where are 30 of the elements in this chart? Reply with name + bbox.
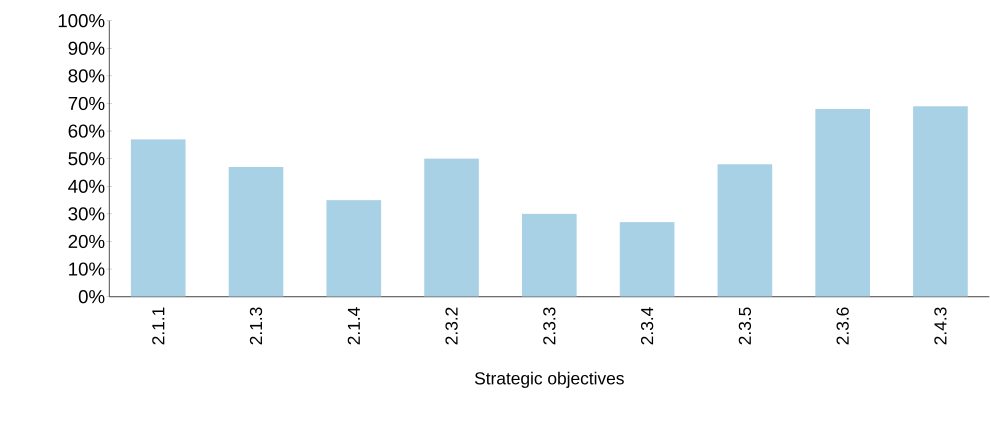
bar [228, 166, 284, 297]
y-tick-label: 10% [69, 262, 104, 276]
y-tick-label: 40% [68, 180, 104, 193]
x-tick-label: 2.3.2 [445, 308, 458, 344]
y-tick-label: 90% [68, 42, 104, 55]
x-tick-label: 2.4.3 [934, 307, 947, 344]
bar [130, 139, 186, 297]
y-tick-label: 30% [68, 207, 104, 220]
bar [718, 164, 772, 297]
y-tick-label: 70% [68, 96, 104, 110]
x-tick-label: 2.1.4 [348, 307, 360, 344]
y-tick-label: 20% [68, 234, 104, 248]
y-tick-label: 50% [68, 152, 104, 166]
bar [522, 214, 577, 297]
bar [913, 106, 968, 297]
bar [620, 222, 674, 297]
y-tick-label: 100% [58, 14, 104, 28]
x-tick-label: 2.1.3 [250, 307, 262, 344]
x-tick-label: 2.3.4 [640, 307, 654, 344]
y-tick-label: 80% [68, 69, 104, 82]
y-tick-label: 60% [68, 124, 104, 138]
x-tick-label: 2.3.6 [836, 307, 849, 344]
x-axis-title: Strategic objectives [474, 372, 624, 388]
x-tick-label: 2.3.5 [738, 307, 752, 344]
y-tick-label: 0% [78, 290, 104, 304]
bar [815, 108, 870, 297]
x-tick-label: 2.3.3 [543, 307, 556, 344]
bar [424, 158, 479, 297]
bar [326, 200, 382, 297]
x-tick-label: 2.1.1 [152, 308, 164, 344]
